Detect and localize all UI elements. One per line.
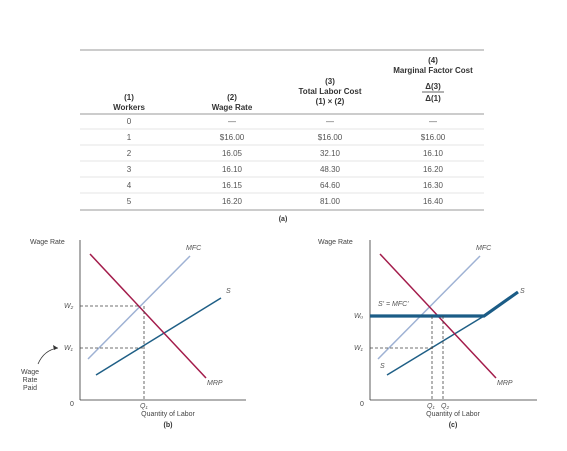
cell: 1 <box>127 133 132 142</box>
cell: 16.20 <box>423 165 444 174</box>
header-num-4: (4) <box>428 56 438 65</box>
header-title-4: Marginal Factor Cost <box>393 66 473 75</box>
cell: — <box>228 117 236 126</box>
table-row: 4 16.15 64.60 16.30 <box>127 181 444 190</box>
panel-b-s-label: S <box>226 288 231 295</box>
panel-c-origin: 0 <box>360 401 364 408</box>
panel-c-union-supply <box>370 290 519 318</box>
header-num-3: (3) <box>325 77 335 86</box>
panel-c-s-top-label: S <box>520 288 525 295</box>
table-header: (1) Workers (2) Wage Rate (3) Total Labo… <box>113 56 473 112</box>
panel-c-q2-tick: Q₂ <box>441 403 449 410</box>
cell: 16.05 <box>222 149 243 158</box>
header-title-2: Wage Rate <box>212 103 253 112</box>
table-row: 5 16.20 81.00 16.40 <box>127 197 444 206</box>
cell: 16.10 <box>222 165 243 174</box>
annotation-arrow <box>37 347 59 365</box>
panel-b-mfc-curve <box>87 255 191 360</box>
panel-c-x-axis-label: Quantity of Labor <box>426 411 480 418</box>
wage-rate-paid-annotation: Wage Rate Paid <box>21 345 59 392</box>
cell: 16.15 <box>222 181 243 190</box>
panel-b-w2-tick: W₂ <box>64 303 74 310</box>
panel-c-mfc-curve <box>377 255 481 360</box>
cell: 48.30 <box>320 165 341 174</box>
table-body: 0 — — — 1 $16.00 $16.00 $16.00 2 16.05 3… <box>80 117 484 206</box>
cell: 16.40 <box>423 197 444 206</box>
header-formula-3: (1) × (2) <box>316 97 345 106</box>
panel-b-y-axis-label: Wage Rate <box>30 239 65 246</box>
header-formula-bottom-4: Δ(1) <box>425 94 441 103</box>
panel-b-caption: (b) <box>164 422 173 429</box>
panel-c-w1-tick: W₁ <box>354 345 364 352</box>
cell: 64.60 <box>320 181 341 190</box>
header-num-2: (2) <box>227 93 237 102</box>
cell: — <box>429 117 437 126</box>
header-formula-top-4: Δ(3) <box>425 82 441 91</box>
panel-c-s-prime-label: S' = MFC' <box>378 301 409 308</box>
cell: 32.10 <box>320 149 341 158</box>
panel-b-origin: 0 <box>70 401 74 408</box>
header-title-3: Total Labor Cost <box>299 87 362 96</box>
table-row: 1 $16.00 $16.00 $16.00 <box>127 133 446 142</box>
panel-c-q1-tick: Q₁ <box>427 403 435 410</box>
header-num-1: (1) <box>124 93 134 102</box>
panel-b-x-axis-label: Quantity of Labor <box>141 411 195 418</box>
panel-b-mrp-label: MRP <box>207 380 223 387</box>
cell: 0 <box>127 117 132 126</box>
cell: 3 <box>127 165 132 174</box>
panel-c: Wage Rate 0 MFC S S' = MFC' S MRP Wᵤ W₁ … <box>318 239 537 429</box>
panel-c-y-axis-label: Wage Rate <box>318 239 353 246</box>
panel-c-s-bottom-label: S <box>380 363 385 370</box>
table: (1) Workers (2) Wage Rate (3) Total Labo… <box>80 49 484 223</box>
panel-b-q1-tick: Q₁ <box>140 403 148 410</box>
cell: $16.00 <box>421 133 446 142</box>
cell: — <box>326 117 334 126</box>
panel-b: Wage Rate 0 MFC S MRP W₂ W₁ Q₁ Wage Rate P… <box>21 239 246 429</box>
cell: 4 <box>127 181 132 190</box>
table-row: 2 16.05 32.10 16.10 <box>127 149 444 158</box>
arrow-head-icon <box>53 345 58 350</box>
panel-c-mrp-label: MRP <box>497 380 513 387</box>
panel-b-mfc-label: MFC <box>186 245 202 252</box>
panel-c-s-curve <box>386 315 485 376</box>
cell: 5 <box>127 197 132 206</box>
table-caption: (a) <box>279 216 288 223</box>
cell: 2 <box>127 149 132 158</box>
table-row: 3 16.10 48.30 16.20 <box>127 165 444 174</box>
header-title-1: Workers <box>113 103 145 112</box>
panel-b-mrp-curve <box>89 253 207 379</box>
cell: 16.10 <box>423 149 444 158</box>
panel-b-s-curve <box>95 297 222 376</box>
cell: 16.30 <box>423 181 444 190</box>
panel-c-wu-tick: Wᵤ <box>354 313 364 320</box>
panel-b-w1-tick: W₁ <box>64 345 74 352</box>
cell: $16.00 <box>318 133 343 142</box>
table-row: 0 — — — <box>127 117 437 126</box>
cell: 16.20 <box>222 197 243 206</box>
cell: 81.00 <box>320 197 341 206</box>
annotation-text: Wage Rate Paid <box>21 369 39 392</box>
cell: $16.00 <box>220 133 245 142</box>
panel-c-mfc-label: MFC <box>476 245 492 252</box>
panel-c-caption: (c) <box>449 422 458 429</box>
